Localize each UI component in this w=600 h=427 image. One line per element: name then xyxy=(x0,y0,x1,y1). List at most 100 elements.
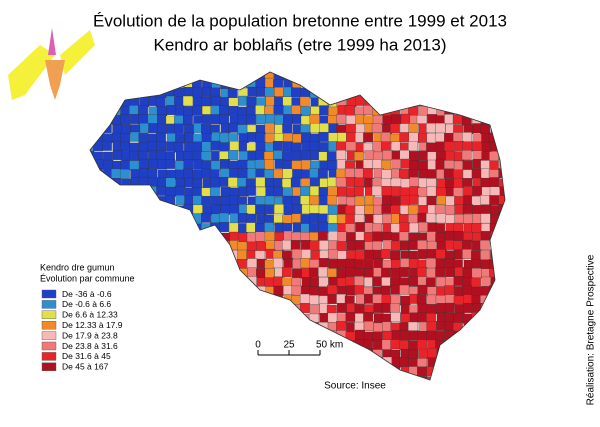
commune xyxy=(282,239,292,250)
commune xyxy=(147,240,158,251)
commune xyxy=(121,213,132,223)
commune xyxy=(354,196,365,207)
commune xyxy=(435,249,446,260)
commune xyxy=(418,169,429,180)
commune xyxy=(480,177,491,188)
commune xyxy=(228,331,238,342)
commune xyxy=(490,97,501,108)
commune xyxy=(274,330,285,341)
commune xyxy=(120,87,131,98)
commune xyxy=(328,366,339,377)
commune xyxy=(184,367,195,378)
commune xyxy=(355,222,366,233)
commune xyxy=(237,124,248,135)
commune xyxy=(489,186,500,197)
commune xyxy=(425,213,436,223)
title: Évolution de la population bretonne entr… xyxy=(93,11,507,30)
commune xyxy=(408,214,418,224)
commune xyxy=(372,159,383,170)
commune xyxy=(246,72,256,79)
commune xyxy=(264,169,274,179)
commune xyxy=(129,348,140,359)
commune xyxy=(264,159,275,170)
commune xyxy=(174,123,184,134)
commune xyxy=(319,313,330,323)
commune xyxy=(90,122,94,133)
commune xyxy=(147,267,158,278)
commune xyxy=(391,186,402,197)
commune xyxy=(481,374,492,380)
commune xyxy=(498,231,505,242)
commune xyxy=(120,340,130,351)
commune xyxy=(90,78,95,89)
commune xyxy=(444,114,455,124)
commune xyxy=(283,376,293,380)
commune xyxy=(228,72,239,81)
commune xyxy=(175,133,186,144)
commune xyxy=(319,366,330,377)
commune xyxy=(184,142,194,152)
commune xyxy=(490,322,500,333)
commune xyxy=(300,367,311,378)
commune xyxy=(471,268,482,278)
commune xyxy=(202,231,213,241)
commune xyxy=(346,115,357,125)
commune xyxy=(300,303,310,313)
commune xyxy=(381,204,392,214)
commune xyxy=(103,72,114,80)
commune xyxy=(399,132,410,143)
commune xyxy=(264,312,275,323)
commune xyxy=(247,375,258,380)
commune xyxy=(480,348,491,359)
commune xyxy=(327,186,338,197)
commune xyxy=(148,250,159,261)
commune xyxy=(192,87,203,98)
commune xyxy=(182,303,193,314)
commune xyxy=(90,196,95,207)
commune xyxy=(274,358,285,369)
commune xyxy=(138,258,148,269)
commune xyxy=(147,205,158,215)
commune xyxy=(211,259,222,270)
commune xyxy=(90,87,95,97)
commune xyxy=(183,87,194,97)
commune xyxy=(247,366,258,376)
commune xyxy=(508,332,518,342)
commune xyxy=(255,141,266,152)
commune xyxy=(184,330,194,341)
commune xyxy=(156,140,167,151)
commune xyxy=(462,160,473,170)
commune xyxy=(462,239,472,250)
commune xyxy=(472,357,483,368)
commune xyxy=(399,340,410,350)
commune xyxy=(103,87,114,98)
commune xyxy=(291,160,302,171)
commune xyxy=(489,376,499,380)
commune xyxy=(147,141,158,152)
commune xyxy=(381,96,392,107)
commune xyxy=(507,106,517,116)
commune xyxy=(272,367,283,378)
commune xyxy=(130,375,141,380)
commune xyxy=(202,267,213,278)
commune xyxy=(345,78,356,89)
commune xyxy=(291,105,301,116)
commune xyxy=(210,295,221,306)
commune xyxy=(508,132,517,142)
commune xyxy=(407,204,418,215)
commune xyxy=(228,366,239,376)
commune xyxy=(390,250,401,261)
commune xyxy=(282,72,293,80)
commune xyxy=(139,196,150,206)
commune xyxy=(490,240,501,251)
commune xyxy=(444,141,454,152)
commune xyxy=(220,276,230,286)
commune xyxy=(120,330,131,341)
commune xyxy=(229,267,240,278)
commune xyxy=(192,312,203,323)
commune xyxy=(301,356,311,367)
commune xyxy=(165,177,176,188)
commune xyxy=(345,267,356,277)
commune xyxy=(111,87,122,97)
commune xyxy=(472,186,483,197)
